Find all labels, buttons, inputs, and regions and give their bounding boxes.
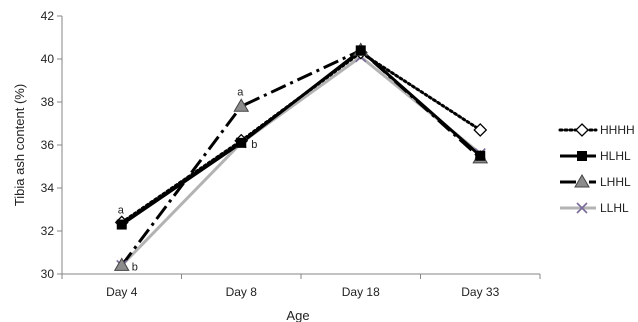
- y-tick-label: 42: [41, 9, 55, 23]
- legend-label-llhl: LLHL: [600, 201, 629, 215]
- series-markers: [113, 42, 489, 271]
- y-axis-title: Tibia ash content (%): [12, 84, 27, 206]
- annotations: a b a b: [118, 86, 258, 273]
- y-tick-label: 38: [41, 95, 55, 109]
- data-point-hlhl: [116, 219, 127, 230]
- data-point-lhhl: [113, 257, 130, 271]
- annotation-label: a: [237, 86, 244, 98]
- data-point-hlhl: [475, 150, 486, 161]
- legend-label-lhhl: LHHL: [600, 175, 631, 189]
- y-tick-label: 32: [41, 224, 55, 238]
- series-line-lhhl: [120, 48, 482, 267]
- annotation-label: a: [118, 205, 125, 217]
- legend-marker-llhl: [576, 202, 588, 214]
- legend-marker-hlhl: [577, 151, 587, 161]
- series-lines: [120, 48, 482, 267]
- series-line-hlhl: [120, 48, 482, 226]
- annotation-label: b: [251, 139, 257, 151]
- legend-marker-lhhl: [574, 174, 590, 188]
- data-point-lhhl: [233, 98, 250, 112]
- data-point-hhhh: [473, 123, 488, 137]
- x-tick-label: Day 18: [342, 285, 380, 299]
- x-axis-title: Age: [286, 308, 309, 322]
- annotation-label: b: [132, 261, 138, 273]
- x-tick-label: Day 4: [106, 285, 138, 299]
- y-tick-label: 40: [41, 52, 55, 66]
- y-tick-label: 36: [41, 138, 55, 152]
- axes: 30 32 34 36 38 40 42 Day 4 Day 8 Day 18 Day 33: [41, 9, 541, 299]
- legend-marker-hhhh: [575, 123, 589, 137]
- legend-label-hlhl: HLHL: [600, 149, 631, 163]
- legend: HHHH HLHL LHHL LLHL: [558, 123, 635, 215]
- y-tick-label: 34: [41, 181, 55, 195]
- y-tick-label: 30: [41, 267, 55, 281]
- data-point-hlhl: [355, 45, 366, 56]
- x-tick-label: Day 33: [461, 285, 499, 299]
- series-line-llhl: [120, 55, 482, 267]
- legend-label-hhhh: HHHH: [600, 123, 635, 137]
- data-point-hlhl: [236, 137, 247, 148]
- x-tick-label: Day 8: [226, 285, 258, 299]
